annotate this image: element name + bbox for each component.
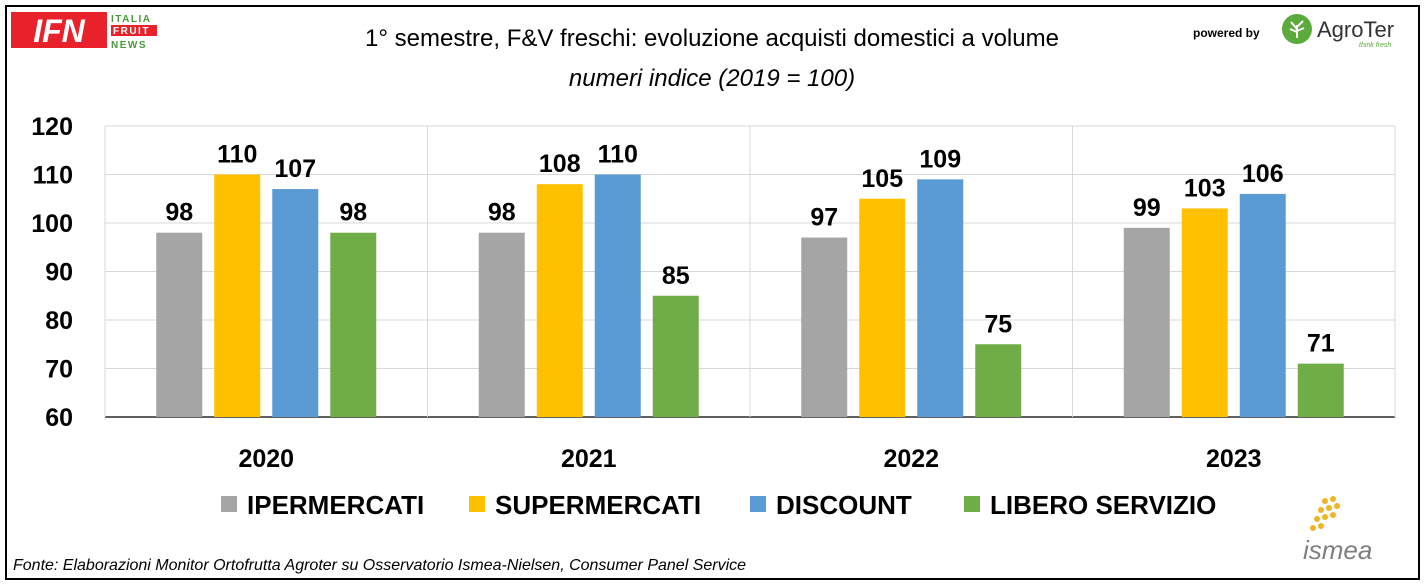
x-tick-label: 2023 xyxy=(1206,445,1262,473)
ifn-logo: IFN ITALIA FRUIT NEWS xyxy=(11,12,157,51)
bar-supermercati xyxy=(536,184,583,417)
ifn-logo-letters: IFN xyxy=(33,13,85,49)
legend-swatch xyxy=(750,496,766,512)
bar-discount xyxy=(917,179,964,417)
legend: IPERMERCATI SUPERMERCATI DISCOUNT LIBERO SE… xyxy=(221,490,1216,520)
data-label: 109 xyxy=(919,145,961,173)
x-tick-label: 2020 xyxy=(238,445,294,473)
bar-ipermercati xyxy=(801,237,848,417)
x-tick-label: 2021 xyxy=(561,445,617,473)
data-label: 106 xyxy=(1242,160,1284,188)
chart-svg: IFN ITALIA FRUIT NEWS 1° semestre, F&V f… xyxy=(11,12,1396,574)
ismea-logo-text: ismea xyxy=(1303,535,1372,565)
ifn-logo-line1: ITALIA xyxy=(111,14,151,25)
legend-item: LIBERO SERVIZIO xyxy=(964,490,1216,520)
data-label: 105 xyxy=(861,165,903,193)
bar-discount xyxy=(594,174,641,417)
data-label: 108 xyxy=(539,150,581,178)
legend-item: IPERMERCATI xyxy=(221,490,424,520)
ifn-logo-line3: NEWS xyxy=(111,40,147,51)
y-tick-label: 90 xyxy=(45,259,73,287)
data-label: 103 xyxy=(1184,174,1226,202)
x-tick-label: 2022 xyxy=(883,445,939,473)
bar-libero-servizio xyxy=(1297,363,1344,417)
ismea-logo: ismea xyxy=(1303,496,1372,565)
legend-swatch xyxy=(221,496,237,512)
data-label: 99 xyxy=(1133,194,1161,222)
bar-libero-servizio xyxy=(330,232,377,417)
bar-libero-servizio xyxy=(652,295,699,417)
chart-frame: IFN ITALIA FRUIT NEWS 1° semestre, F&V f… xyxy=(5,5,1420,580)
bar-supermercati xyxy=(859,198,906,417)
y-axis: 60 70 80 90 100 110 120 xyxy=(31,113,73,432)
data-label: 75 xyxy=(984,310,1012,338)
bar-discount xyxy=(1239,193,1286,417)
agroter-logo-name: AgroTer xyxy=(1317,17,1394,42)
y-tick-label: 70 xyxy=(45,356,73,384)
chart-title: 1° semestre, F&V freschi: evoluzione acq… xyxy=(365,25,1059,52)
data-label: 85 xyxy=(662,262,690,290)
ifn-logo-line2: FRUIT xyxy=(113,26,150,37)
x-axis: 2020 2021 2022 2023 xyxy=(238,445,1261,473)
data-label: 97 xyxy=(810,204,838,232)
powered-by-label: powered by xyxy=(1193,26,1260,40)
data-label: 110 xyxy=(598,141,638,169)
legend-swatch xyxy=(469,496,485,512)
source-note: Fonte: Elaborazioni Monitor Ortofrutta A… xyxy=(13,557,746,574)
legend-label: DISCOUNT xyxy=(776,490,912,520)
bar-ipermercati xyxy=(1123,227,1170,417)
y-tick-label: 80 xyxy=(45,307,73,335)
data-label: 110 xyxy=(217,141,257,169)
data-label: 98 xyxy=(165,199,193,227)
y-tick-label: 60 xyxy=(45,404,73,432)
legend-swatch xyxy=(964,496,980,512)
y-tick-label: 110 xyxy=(33,162,73,190)
data-label: 107 xyxy=(274,155,316,183)
bar-supermercati xyxy=(1181,208,1228,417)
legend-label: IPERMERCATI xyxy=(247,490,424,520)
bars: 98 110 107 98 98 108 110 85 97 105 109 75 99 103 106 71 xyxy=(156,141,1344,417)
legend-label: SUPERMERCATI xyxy=(495,490,701,520)
bar-ipermercati xyxy=(156,232,203,417)
y-tick-label: 100 xyxy=(31,210,73,238)
agroter-logo: AgroTer think fresh xyxy=(1282,14,1394,49)
legend-item: DISCOUNT xyxy=(750,490,912,520)
legend-item: SUPERMERCATI xyxy=(469,490,701,520)
bar-libero-servizio xyxy=(975,344,1022,417)
y-tick-label: 120 xyxy=(31,113,73,141)
chart-subtitle: numeri indice (2019 = 100) xyxy=(569,65,855,92)
legend-label: LIBERO SERVIZIO xyxy=(990,490,1216,520)
grid-lines xyxy=(104,125,1396,418)
bar-discount xyxy=(272,189,319,417)
bar-ipermercati xyxy=(478,232,525,417)
bar-supermercati xyxy=(214,174,261,417)
data-label: 98 xyxy=(488,199,516,227)
data-label: 98 xyxy=(339,199,367,227)
data-label: 71 xyxy=(1307,330,1335,358)
agroter-logo-tagline: think fresh xyxy=(1359,42,1391,49)
